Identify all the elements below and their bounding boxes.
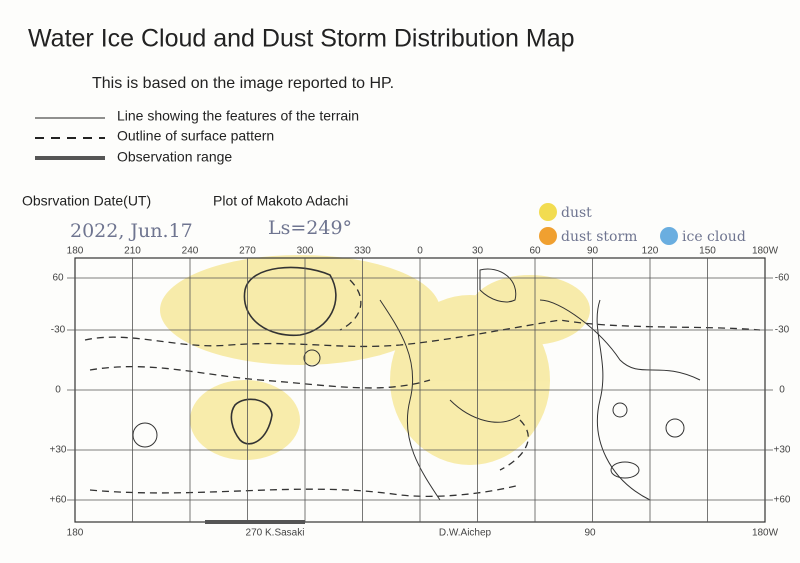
bottom-label: 180W <box>752 528 779 539</box>
latitude-label: -30 <box>51 325 66 336</box>
latitude-label: 0 <box>55 385 61 396</box>
longitude-label: 300 <box>297 246 314 257</box>
latitude-label: +60 <box>50 495 67 506</box>
longitude-label: 330 <box>354 246 371 257</box>
terrain <box>132 266 701 501</box>
key-text: ice cloud <box>682 229 746 245</box>
latitude-label: 60 <box>52 273 64 284</box>
dust-regions <box>160 255 590 465</box>
longitude-label: 240 <box>182 246 199 257</box>
latitude-label: +30 <box>774 445 791 456</box>
legend-text: Outline of surface pattern <box>117 128 274 144</box>
longitude-label: 150 <box>699 246 716 257</box>
longitude-label: 90 <box>587 246 599 257</box>
longitude-label: 180W <box>752 246 779 257</box>
key-text: dust storm <box>561 229 637 245</box>
legend-text: Line showing the features of the terrain <box>117 108 359 124</box>
ls: Ls=249° <box>268 217 352 239</box>
bottom-label: 90 <box>584 528 596 539</box>
longitude-label: 180 <box>67 246 84 257</box>
plot-by: Plot of Makoto Adachi <box>213 193 348 209</box>
bottom-label: 180 <box>67 528 84 539</box>
key-text: dust <box>561 205 592 221</box>
surface-patterns <box>84 279 761 497</box>
longitude-label: 210 <box>124 246 141 257</box>
bottom-label: D.W.Aichep <box>439 528 492 539</box>
subtitle: This is based on the image reported to H… <box>92 75 394 92</box>
longitude-label: 120 <box>642 246 659 257</box>
latitude-label: 0 <box>779 385 785 396</box>
observation-range <box>205 520 305 524</box>
longitude-label: 60 <box>529 246 541 257</box>
graticule: 180 210 240 270 300 330 0 30 60 90 120 150 180W 60 -30… <box>50 246 791 539</box>
bottom-label: 270 K.Sasaki <box>246 528 305 539</box>
latitude-label: +30 <box>50 445 67 456</box>
title: Water Ice Cloud and Dust Storm Distribut… <box>28 25 575 53</box>
key-dust <box>539 203 557 221</box>
latitude-label: -30 <box>775 325 790 336</box>
longitude-label: 0 <box>417 246 423 257</box>
key-ice-cloud <box>660 227 678 245</box>
legend-text: Observation range <box>117 149 232 165</box>
latitude-label: -60 <box>775 273 790 284</box>
date: 2022, Jun.17 <box>70 220 193 242</box>
longitude-label: 30 <box>472 246 484 257</box>
longitude-label: 270 <box>239 246 256 257</box>
date-label: Obsrvation Date(UT) <box>22 193 151 209</box>
latitude-label: +60 <box>774 495 791 506</box>
key-dust-storm <box>539 227 557 245</box>
